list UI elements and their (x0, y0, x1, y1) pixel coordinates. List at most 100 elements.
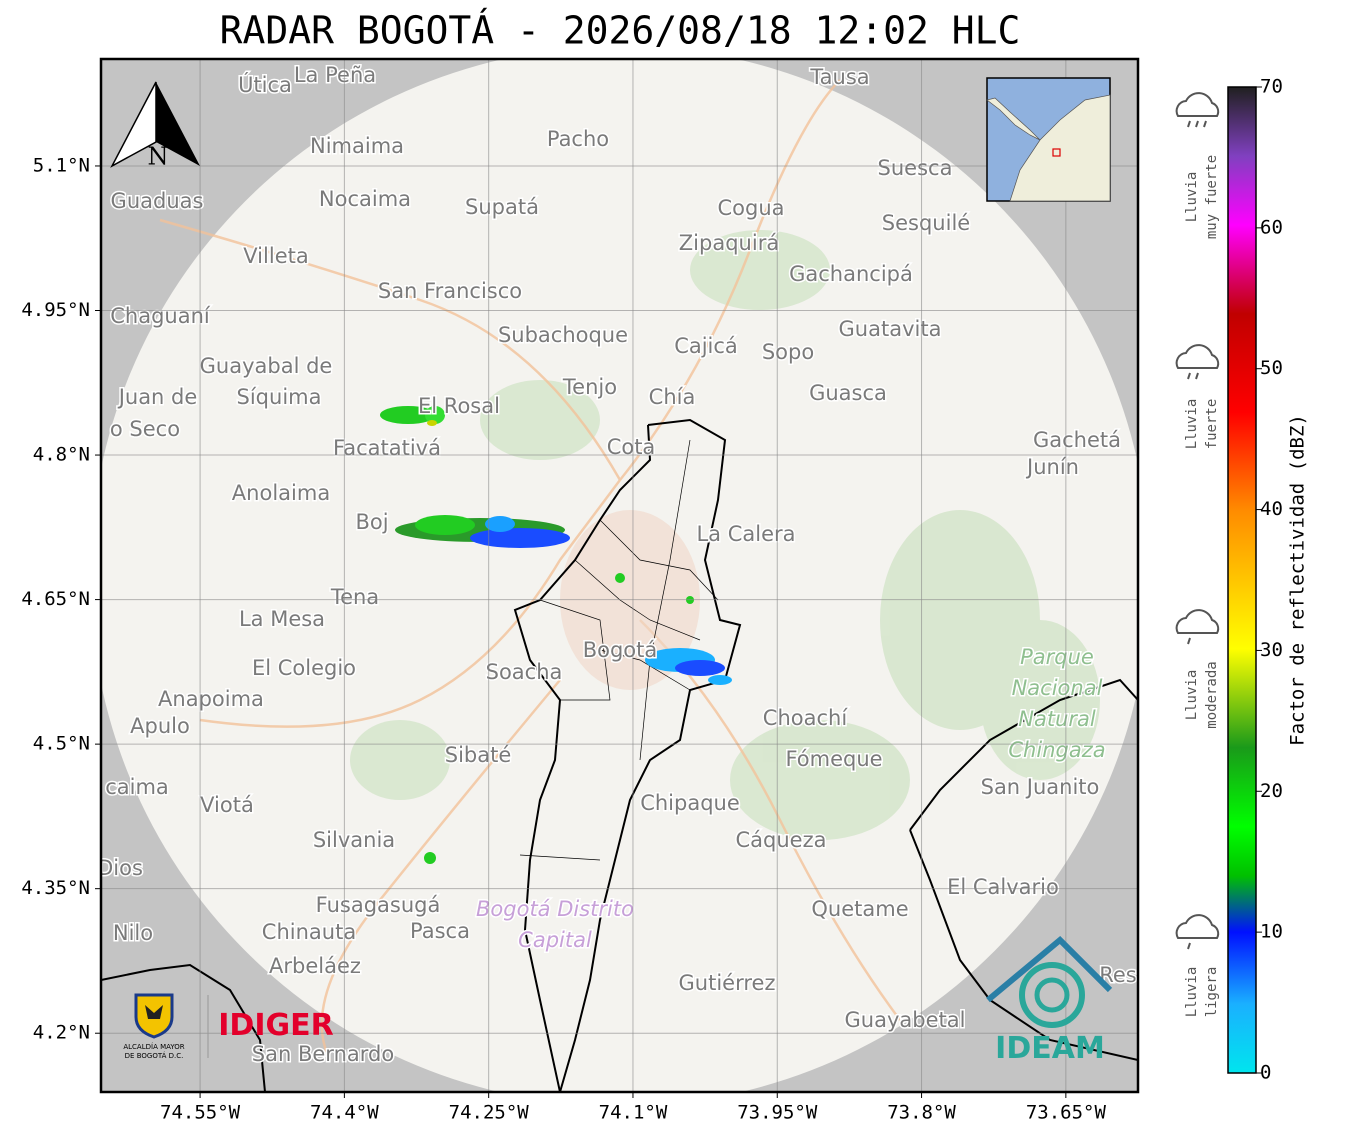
x-tick-label: 73.65°W (1026, 1102, 1107, 1124)
colorbar-tick-label: 30 (1260, 639, 1283, 661)
x-tick-label: 74.1°W (599, 1102, 668, 1124)
place-label: Arbeláez (269, 954, 361, 978)
y-tick-label: 4.2°N (33, 1022, 90, 1044)
place-label: Nimaima (310, 134, 404, 158)
place-label: Pasca (410, 919, 470, 943)
place-label: Anolaima (232, 481, 330, 505)
rain-icon (1175, 609, 1220, 634)
park-label: Chingaza (1008, 738, 1105, 762)
place-label: Cogua (717, 196, 784, 220)
north-label: N (148, 143, 169, 171)
x-tick-label: 73.8°W (887, 1102, 956, 1124)
park-label: Natural (1018, 707, 1096, 731)
rain-drop (1187, 942, 1191, 950)
place-label: Sopo (762, 340, 814, 364)
inset-map (986, 77, 1111, 202)
place-label: Junín (1025, 455, 1079, 479)
place-label: Viotá (200, 793, 254, 817)
colorbar (1227, 86, 1257, 1074)
place-label: Subachoque (498, 323, 628, 347)
place-label: Chinauta (262, 920, 356, 944)
place-label: Chipaque (640, 791, 740, 815)
place-label: San Juanito (981, 775, 1100, 799)
rain-drop (1187, 372, 1191, 380)
rain-drop (1187, 120, 1191, 128)
alcaldia-line: DE BOGOTÁ D.C. (125, 1051, 184, 1060)
district-label: Bogotá Distrito (476, 897, 634, 921)
place-label: Nilo (113, 921, 153, 945)
y-tick-label: 4.8°N (33, 444, 90, 466)
place-label: Quetame (811, 897, 908, 921)
place-label: Gachetá (1033, 428, 1121, 452)
place-label: Soacha (486, 660, 563, 684)
place-label: Suesca (878, 156, 953, 180)
place-label: caima (105, 775, 169, 799)
legend-label: ligera (1204, 967, 1220, 1018)
legend-label: Lluvia (1184, 399, 1200, 450)
place-label: o Seco (110, 417, 180, 441)
park-label: Parque (1020, 645, 1094, 669)
place-label: Cáqueza (736, 828, 827, 852)
place-label: Fusagasugá (316, 893, 441, 917)
title: RADAR BOGOTÁ - 2026/08/18 12:02 HLC (220, 9, 1021, 53)
place-label: Boj (355, 510, 388, 534)
place-label: Guasca (809, 381, 887, 405)
place-label: Zipaquirá (679, 231, 779, 255)
place-labels: Útica La Peña Tausa Pacho Nimaima Guaduas Noca… (97, 62, 1138, 1068)
place-label: San Francisco (378, 279, 522, 303)
place-label: La Calera (696, 522, 795, 546)
place-label: Apulo (130, 714, 190, 738)
x-tick-label: 74.55°W (160, 1102, 241, 1124)
colorbar-label: Factor de reflectividad (dBZ) (1287, 414, 1309, 746)
legend-label: fuerte (1204, 399, 1220, 450)
colorbar-tick-label: 60 (1260, 216, 1283, 238)
rain-drop (1187, 637, 1191, 645)
rain-icon (1175, 344, 1220, 369)
map-frame (99, 57, 1140, 1094)
place-label: Pacho (547, 127, 609, 151)
place-label: Bogotá (583, 638, 658, 662)
legend-label: Lluvia (1184, 967, 1200, 1018)
map-area: Útica La Peña Tausa Pacho Nimaima Guaduas Noca… (97, 59, 1138, 1092)
x-tick-label: 74.25°W (449, 1102, 530, 1124)
place-label: Juan de (117, 385, 198, 409)
place-label: San Bernardo (252, 1042, 394, 1066)
colorbar-tick-label: 70 (1260, 76, 1283, 98)
place-label: El Calvario (947, 875, 1059, 899)
place-label: Guayabetal (845, 1008, 966, 1032)
colorbar-tick-label: 10 (1260, 921, 1283, 943)
place-label: Tenjo (562, 375, 617, 399)
y-tick-label: 5.1°N (33, 154, 90, 176)
place-label: Dios (97, 856, 143, 880)
radar-echoes (380, 406, 732, 864)
north-arrow: N (110, 81, 200, 171)
rain-drop (1195, 372, 1199, 380)
place-label: Chía (649, 385, 696, 409)
colorbar-tick-label: 0 (1260, 1062, 1271, 1084)
place-label: Guatavita (839, 317, 942, 341)
place-label: Gachancipá (789, 262, 913, 286)
place-label: Gutiérrez (679, 971, 776, 995)
place-label: Sesquilé (882, 211, 970, 235)
idiger-logo: IDIGER (218, 1008, 333, 1043)
place-label: Fómeque (785, 747, 882, 771)
place-label: La Mesa (239, 607, 325, 631)
place-label: Nocaima (319, 187, 411, 211)
place-label: Sibaté (445, 743, 512, 767)
place-label: Chaguaní (110, 304, 211, 328)
logos: ALCALDÍA MAYOR DE BOGOTÁ D.C. IDIGER IDE… (123, 935, 1113, 1066)
colorbar-tick-label: 50 (1260, 357, 1283, 379)
place-label: Guaduas (111, 189, 204, 213)
x-tick-label: 73.95°W (737, 1102, 818, 1124)
place-label: Facatativá (333, 436, 441, 460)
grid (101, 59, 1138, 1092)
place-label: Villeta (243, 244, 308, 268)
place-label: Útica (238, 72, 292, 97)
rain-drop (1203, 120, 1207, 128)
colorbar-ticks: 0 10 20 30 40 50 60 70 (1256, 76, 1283, 1084)
y-tick-label: 4.35°N (21, 877, 90, 899)
place-label: Tena (330, 585, 379, 609)
place-label: El Rosal (418, 394, 500, 418)
y-tick-label: 4.65°N (21, 588, 90, 610)
legend-label: Lluvia (1184, 670, 1200, 721)
